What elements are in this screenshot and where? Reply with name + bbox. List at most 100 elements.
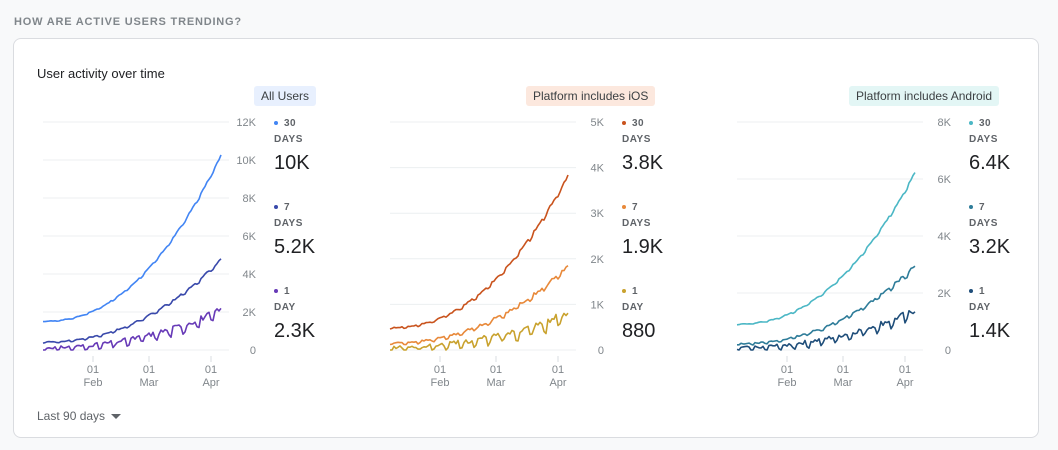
x-tick-day: 01: [899, 364, 911, 376]
x-tick-month: Apr: [202, 377, 219, 389]
legend-item-7-days: 7 DAYS 5.2K: [274, 200, 315, 258]
y-tick-label: 12K: [236, 117, 256, 129]
y-tick-label: 0: [945, 345, 951, 357]
legend-label-top: 30: [632, 118, 645, 129]
x-tick-day: 01: [552, 364, 564, 376]
y-tick-label: 0: [250, 345, 256, 357]
x-tick-day: 01: [143, 364, 155, 376]
legend-item-30-days: 30 DAYS 6.4K: [969, 116, 1010, 174]
legend-item-1-day: 1 DAY 880: [622, 284, 655, 342]
y-tick-label: 8K: [938, 117, 952, 129]
legend-item-1-day: 1 DAY 1.4K: [969, 284, 1010, 342]
series-line-7-days: [737, 265, 916, 346]
series-color-mark: [274, 205, 278, 210]
y-tick-label: 4K: [938, 231, 952, 243]
legend-value: 1.9K: [622, 236, 664, 258]
x-tick-month: Mar: [487, 377, 506, 389]
series-line-1-day: [390, 312, 569, 351]
x-tick-day: 01: [781, 364, 793, 376]
x-tick-month: Feb: [84, 377, 103, 389]
series-line-1-day: [43, 307, 222, 351]
legend-value: 880: [622, 320, 656, 342]
x-tick-month: Feb: [778, 377, 797, 389]
y-tick-label: 10K: [236, 155, 256, 167]
x-tick-day: 01: [205, 364, 217, 376]
legend-label-bottom: DAYS: [622, 134, 651, 145]
y-tick-label: 2K: [938, 288, 952, 300]
legend-label-top: 30: [979, 118, 992, 129]
x-tick-month: Mar: [140, 377, 159, 389]
legend-value: 3.8K: [622, 152, 664, 174]
legend-label-bottom: DAYS: [969, 134, 998, 145]
series-line-30-days: [736, 172, 916, 326]
x-tick-month: Apr: [896, 377, 913, 389]
legend-label-bottom: DAY: [274, 302, 296, 313]
x-tick-month: Apr: [549, 377, 566, 389]
legend-label-top: 7: [632, 202, 639, 213]
legend-item-1-day: 1 DAY 2.3K: [274, 284, 315, 342]
date-range-selector[interactable]: Last 90 days: [37, 409, 122, 423]
legend-label-bottom: DAYS: [274, 134, 303, 145]
series-color-mark: [274, 121, 278, 126]
series-color-mark: [622, 289, 626, 294]
x-tick-month: Feb: [431, 377, 450, 389]
x-tick-day: 01: [434, 364, 446, 376]
legend-label-top: 30: [284, 118, 297, 129]
series-line-7-days: [42, 258, 222, 344]
legend-item-7-days: 7 DAYS 3.2K: [969, 200, 1010, 258]
series-line-30-days: [389, 174, 569, 330]
legend-value: 5.2K: [274, 236, 316, 258]
y-tick-label: 4K: [591, 163, 605, 175]
series-color-mark: [622, 121, 626, 126]
y-tick-label: 0: [598, 345, 604, 357]
series-color-mark: [274, 289, 278, 294]
series-color-mark: [622, 205, 626, 210]
y-tick-label: 3K: [591, 208, 605, 220]
y-tick-label: 2K: [591, 254, 605, 266]
chip-all-users[interactable]: All Users: [254, 86, 317, 106]
legend-item-30-days: 30 DAYS 3.8K: [622, 116, 663, 174]
card-title: User activity over time: [37, 66, 165, 81]
legend-value: 3.2K: [969, 236, 1011, 258]
chip-platform-android[interactable]: Platform includes Android: [849, 86, 1000, 106]
y-tick-label: 6K: [243, 231, 257, 243]
legend-item-7-days: 7 DAYS 1.9K: [622, 200, 663, 258]
series-line-1-day: [736, 310, 916, 351]
legend-label-top: 1: [284, 286, 291, 297]
x-tick-day: 01: [87, 364, 99, 376]
legend-label-top: 7: [979, 202, 986, 213]
series-color-mark: [969, 205, 973, 210]
x-tick-month: Mar: [834, 377, 853, 389]
legend-label-bottom: DAY: [969, 302, 991, 313]
legend-label-top: 7: [284, 202, 291, 213]
legend-label-bottom: DAYS: [622, 218, 651, 229]
chip-platform-ios[interactable]: Platform includes iOS: [526, 86, 656, 106]
y-tick-label: 8K: [243, 193, 257, 205]
legend-value: 2.3K: [274, 320, 316, 342]
series-line-30-days: [43, 154, 222, 323]
y-tick-label: 6K: [938, 174, 952, 186]
chevron-down-icon: [111, 414, 122, 420]
series-color-mark: [969, 121, 973, 126]
series-color-mark: [969, 289, 973, 294]
x-tick-day: 01: [837, 364, 849, 376]
series-line-7-days: [389, 265, 569, 346]
legend-label-top: 1: [979, 286, 986, 297]
legend-value: 1.4K: [969, 320, 1011, 342]
x-tick-day: 01: [490, 364, 502, 376]
section-title: HOW ARE ACTIVE USERS TRENDING?: [14, 16, 242, 28]
date-range-label: Last 90 days: [37, 409, 106, 423]
y-tick-label: 2K: [243, 307, 257, 319]
legend-value: 10K: [274, 152, 310, 174]
legend-label-bottom: DAY: [622, 302, 644, 313]
legend-value: 6.4K: [969, 152, 1011, 174]
legend-label-bottom: DAYS: [969, 218, 998, 229]
legend-item-30-days: 30 DAYS 10K: [274, 116, 310, 174]
y-tick-label: 4K: [243, 269, 257, 281]
legend-label-bottom: DAYS: [274, 218, 303, 229]
y-tick-label: 5K: [591, 117, 605, 129]
y-tick-label: 1K: [591, 299, 605, 311]
